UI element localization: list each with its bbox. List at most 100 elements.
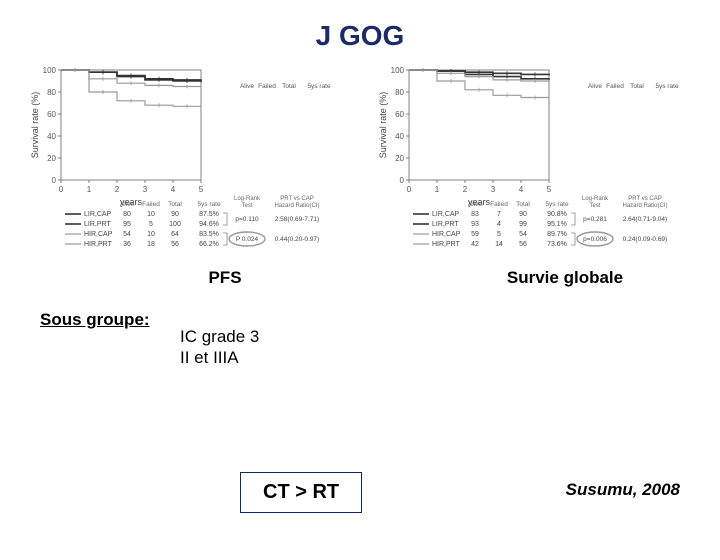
svg-text:1: 1 <box>87 185 92 194</box>
svg-text:0.44(0.20-0.97): 0.44(0.20-0.97) <box>275 236 319 243</box>
svg-text:LIR,PRT: LIR,PRT <box>432 221 459 228</box>
svg-text:HIR,PRT: HIR,PRT <box>432 241 461 248</box>
pfs-chart-block: 020406080100012345yearsSurvival rate (%)… <box>26 62 346 262</box>
svg-text:Log-Rank: Log-Rank <box>582 196 609 202</box>
svg-text:Alive: Alive <box>240 83 254 90</box>
subgroup-line-1: IC grade 3 <box>180 326 720 347</box>
svg-text:14: 14 <box>495 241 503 248</box>
os-caption: Survie globale <box>390 268 680 288</box>
svg-text:18: 18 <box>147 241 155 248</box>
svg-text:60: 60 <box>395 110 404 119</box>
svg-text:3: 3 <box>491 185 496 194</box>
svg-text:90: 90 <box>171 211 179 218</box>
svg-text:95.1%: 95.1% <box>547 221 567 228</box>
svg-text:40: 40 <box>395 132 404 141</box>
svg-text:Failed: Failed <box>606 83 624 90</box>
svg-text:7: 7 <box>497 211 501 218</box>
svg-text:56: 56 <box>519 241 527 248</box>
reference-citation: Susumu, 2008 <box>566 480 680 500</box>
os-km-plot: 020406080100012345yearsSurvival rate (%)… <box>374 62 694 262</box>
svg-text:LIR,PRT: LIR,PRT <box>84 221 111 228</box>
svg-text:90.8%: 90.8% <box>547 211 567 218</box>
svg-text:100: 100 <box>391 66 405 75</box>
svg-text:LIR,CAP: LIR,CAP <box>84 211 112 218</box>
svg-text:80: 80 <box>47 88 56 97</box>
svg-text:Failed: Failed <box>142 201 160 208</box>
svg-text:Total: Total <box>282 83 296 90</box>
svg-text:5ys rate: 5ys rate <box>197 201 221 208</box>
svg-text:4: 4 <box>519 185 524 194</box>
svg-text:99: 99 <box>519 221 527 228</box>
svg-text:Alive: Alive <box>120 201 134 208</box>
svg-text:2.58(0.69-7.71): 2.58(0.69-7.71) <box>275 216 319 223</box>
svg-text:89.7%: 89.7% <box>547 231 567 238</box>
svg-text:2.64(0.71-9.04): 2.64(0.71-9.04) <box>623 216 667 223</box>
svg-text:93: 93 <box>471 221 479 228</box>
svg-text:5ys rate: 5ys rate <box>655 83 679 90</box>
svg-text:0.24(0.09-0.69): 0.24(0.09-0.69) <box>623 236 667 243</box>
os-chart-block: 020406080100012345yearsSurvival rate (%)… <box>374 62 694 262</box>
svg-text:4: 4 <box>171 185 176 194</box>
svg-text:Test: Test <box>241 203 252 209</box>
subgroup-block: Sous groupe: IC grade 3 II et IIIA <box>0 310 720 369</box>
svg-text:Survival rate (%): Survival rate (%) <box>30 92 40 159</box>
svg-text:20: 20 <box>395 154 404 163</box>
svg-text:73.6%: 73.6% <box>547 241 567 248</box>
svg-text:Alive: Alive <box>588 83 602 90</box>
svg-text:Total: Total <box>516 201 530 208</box>
svg-text:Survival rate (%): Survival rate (%) <box>378 92 388 159</box>
svg-text:0: 0 <box>400 176 405 185</box>
svg-text:59: 59 <box>471 231 479 238</box>
svg-text:0: 0 <box>59 185 64 194</box>
svg-text:p=0.110: p=0.110 <box>235 216 259 223</box>
svg-text:36: 36 <box>123 241 131 248</box>
svg-text:42: 42 <box>471 241 479 248</box>
svg-text:4: 4 <box>497 221 501 228</box>
svg-text:20: 20 <box>47 154 56 163</box>
svg-text:54: 54 <box>519 231 527 238</box>
subgroup-lines-wrap: IC grade 3 II et IIIA <box>40 326 720 369</box>
ct-rt-box: CT > RT <box>240 472 362 513</box>
svg-text:83: 83 <box>471 211 479 218</box>
subgroup-line-2: II et IIIA <box>180 347 720 368</box>
svg-text:0: 0 <box>52 176 57 185</box>
page-title: J GOG <box>0 20 720 52</box>
svg-text:1: 1 <box>435 185 440 194</box>
svg-text:P 0.024: P 0.024 <box>236 236 259 243</box>
svg-text:LIR,CAP: LIR,CAP <box>432 211 460 218</box>
pfs-km-plot: 020406080100012345yearsSurvival rate (%)… <box>26 62 346 262</box>
svg-text:p=0.281: p=0.281 <box>583 216 607 223</box>
svg-text:10: 10 <box>147 211 155 218</box>
svg-text:Test: Test <box>589 203 600 209</box>
svg-text:Failed: Failed <box>258 83 276 90</box>
svg-text:Total: Total <box>168 201 182 208</box>
svg-text:HIR,PRT: HIR,PRT <box>84 241 113 248</box>
svg-text:0: 0 <box>407 185 412 194</box>
svg-text:Hazard Ratio(CI): Hazard Ratio(CI) <box>274 203 319 209</box>
svg-text:5ys rate: 5ys rate <box>545 201 569 208</box>
svg-text:87.5%: 87.5% <box>199 211 219 218</box>
svg-text:5: 5 <box>149 221 153 228</box>
svg-text:80: 80 <box>123 211 131 218</box>
svg-text:Alive: Alive <box>468 201 482 208</box>
svg-text:5ys rate: 5ys rate <box>307 83 331 90</box>
svg-text:66.2%: 66.2% <box>199 241 219 248</box>
svg-text:5: 5 <box>497 231 501 238</box>
svg-text:HIR,CAP: HIR,CAP <box>84 231 113 238</box>
charts-row: 020406080100012345yearsSurvival rate (%)… <box>0 62 720 262</box>
svg-text:80: 80 <box>395 88 404 97</box>
svg-text:64: 64 <box>171 231 179 238</box>
svg-text:10: 10 <box>147 231 155 238</box>
svg-text:100: 100 <box>169 221 181 228</box>
svg-text:40: 40 <box>47 132 56 141</box>
svg-text:3: 3 <box>143 185 148 194</box>
svg-text:54: 54 <box>123 231 131 238</box>
svg-text:100: 100 <box>43 66 57 75</box>
svg-text:95: 95 <box>123 221 131 228</box>
svg-text:Log-Rank: Log-Rank <box>234 196 261 202</box>
svg-text:PRT vs CAP: PRT vs CAP <box>628 196 661 202</box>
pfs-caption: PFS <box>40 268 390 288</box>
svg-text:Hazard Ratio(CI): Hazard Ratio(CI) <box>622 203 667 209</box>
svg-text:60: 60 <box>47 110 56 119</box>
svg-text:90: 90 <box>519 211 527 218</box>
